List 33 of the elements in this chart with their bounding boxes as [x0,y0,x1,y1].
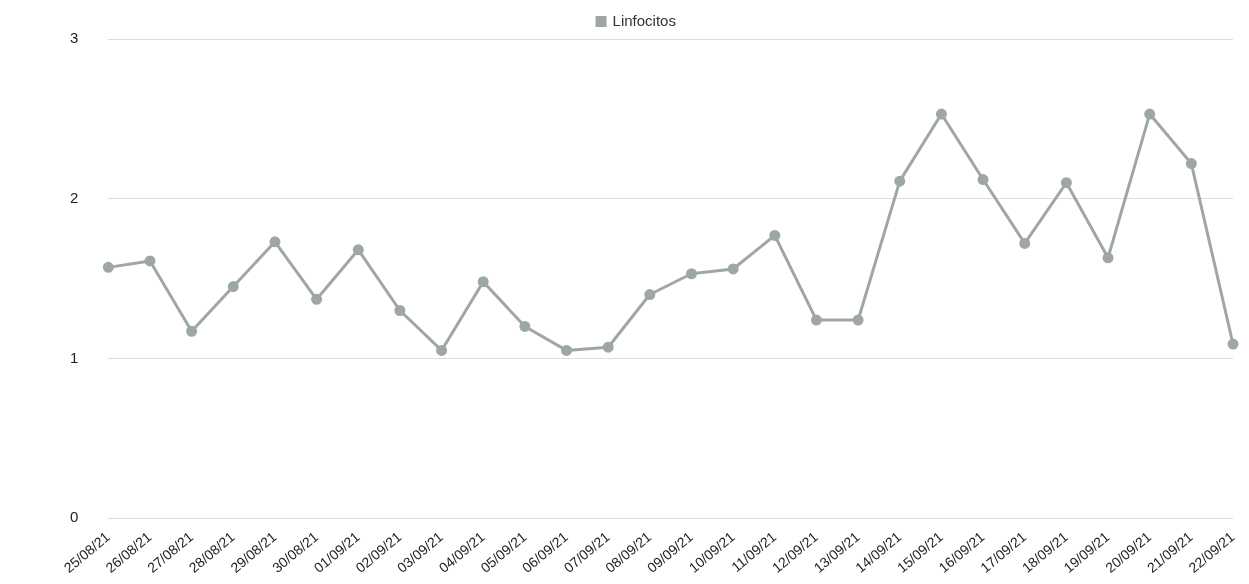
y-tick-label: 2 [70,188,79,206]
point [144,255,156,267]
point [894,175,906,187]
point [311,293,323,305]
y-tick-label: 1 [70,348,79,366]
point [269,236,281,248]
point [686,268,697,280]
point [644,289,656,301]
y-tick-label: 0 [70,508,79,526]
point [769,229,781,241]
point [1060,177,1072,189]
point [477,276,489,288]
point [102,261,114,273]
point [1185,158,1197,170]
point [561,344,573,356]
point [977,174,989,186]
point [1227,338,1239,350]
point [186,325,198,337]
point [727,263,739,275]
point [1102,252,1114,264]
point [227,281,239,293]
point [1019,237,1031,249]
point [1144,108,1156,120]
point [602,341,614,353]
legend-label: Linfocitos [612,11,676,29]
point [436,344,448,356]
point [519,320,531,332]
y-tick-label: 3 [70,29,79,47]
point [810,314,822,326]
point [935,108,947,120]
point [852,314,864,326]
point [394,304,406,316]
point [352,244,364,256]
